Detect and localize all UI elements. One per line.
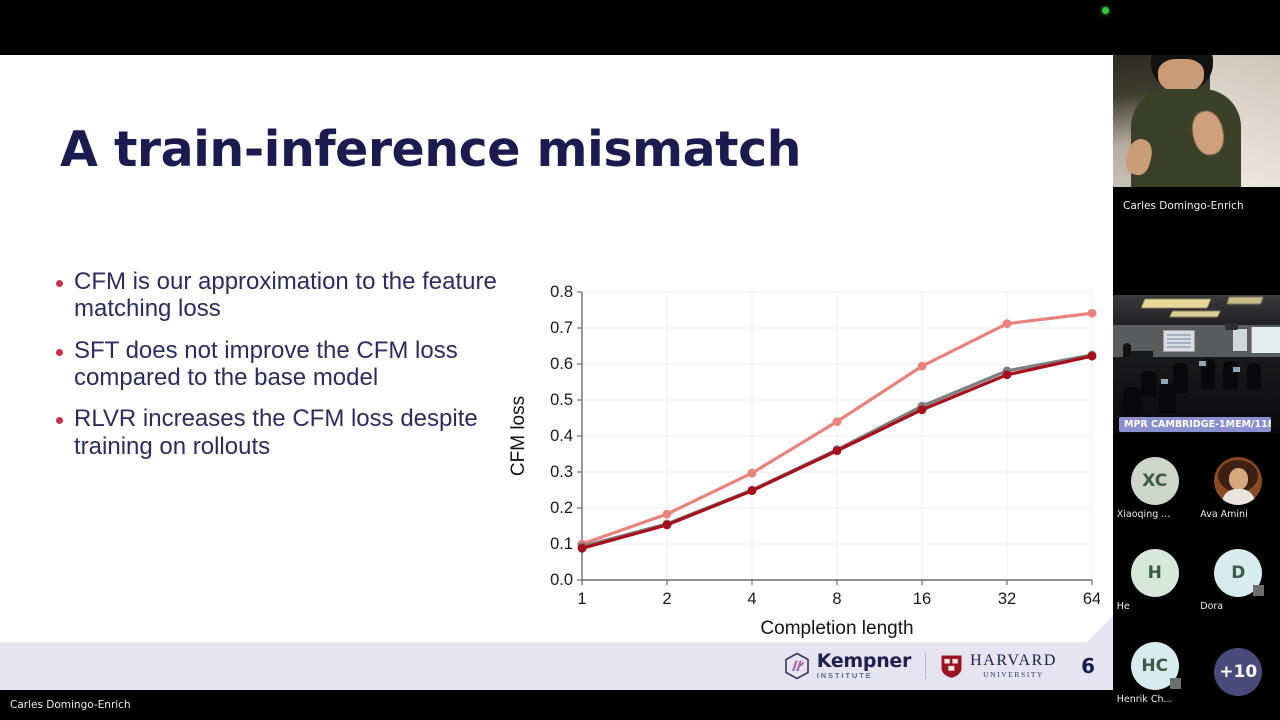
harvard-university-logo: HARVARD UNIVERSITY: [940, 653, 1057, 679]
x-axis-tick-label: 2: [662, 590, 671, 608]
data-point: [662, 509, 672, 519]
room-tile-label: MPR CAMBRIDGE-1MEM/118...: [1119, 417, 1271, 432]
bullet-list: CFM is our approximation to the feature …: [56, 268, 511, 474]
x-axis-tick-label: 16: [913, 590, 931, 608]
participant-name-label: Ava Amini: [1200, 508, 1248, 520]
avatar-initials: H: [1130, 549, 1179, 598]
cfm-loss-line-chart: 0.0 0.1 0.2 0.3 0.4 0.5 0.6 0.7 0.8 1 2 4 8 16 32 64 Com…: [500, 230, 1100, 670]
participant-name-label: He: [1116, 601, 1130, 613]
data-point: [917, 405, 927, 415]
kempner-subtitle: INSTITUTE: [816, 671, 873, 681]
bullet-text: RLVR increases the CFM loss despite trai…: [74, 405, 478, 460]
bottom-status-bar: Carles Domingo-Enrich: [0, 690, 1113, 720]
data-point: [747, 468, 757, 478]
harvard-shield-icon: [941, 655, 962, 678]
x-axis-label: Completion length: [760, 618, 913, 639]
data-point: [917, 361, 927, 371]
participant-thumbnail[interactable]: HC Henrik Ch...: [1116, 642, 1194, 705]
y-axis-label: CFM loss: [508, 396, 529, 476]
y-axis-tick-label: 0.6: [550, 355, 573, 373]
data-point: [577, 543, 587, 553]
harvard-subtitle: UNIVERSITY: [983, 670, 1045, 680]
video-tile-active-speaker[interactable]: Carles Domingo-Enrich: [1113, 0, 1280, 290]
participant-thumbnail[interactable]: D Dora: [1199, 549, 1277, 612]
data-point: [662, 520, 672, 530]
x-axis-tick-label: 8: [832, 590, 841, 608]
bullet-dot-icon: [56, 417, 63, 425]
x-axis-tick-label: 32: [998, 590, 1016, 608]
avatar-photo: [1214, 456, 1263, 505]
kempner-wordmark: Kempner: [816, 650, 912, 673]
bullet-text: CFM is our approximation to the feature …: [74, 268, 497, 323]
participant-name-label: Henrik Ch...: [1116, 694, 1173, 706]
page-title: A train-inference mismatch: [60, 121, 802, 178]
participant-name-label: Dora: [1200, 601, 1224, 613]
list-item: CFM is our approximation to the feature …: [56, 268, 511, 323]
screen-share-indicator-icon: [1169, 678, 1181, 690]
video-tile-room[interactable]: MPR CAMBRIDGE-1MEM/118...: [1113, 290, 1280, 440]
speaker-video-feed: [1113, 55, 1280, 187]
harvard-wordmark: HARVARD: [970, 652, 1058, 670]
active-speaker-name-label: Carles Domingo-Enrich: [10, 699, 131, 711]
x-axis-tick-label: 1: [577, 590, 586, 608]
participant-name-label: Xiaoqing ...: [1116, 508, 1171, 520]
shared-screen-slide[interactable]: A train-inference mismatch CFM is our ap…: [0, 55, 1113, 690]
y-axis-tick-label: 0.4: [550, 427, 573, 445]
participant-thumbnail[interactable]: H He: [1116, 549, 1194, 612]
participant-thumbnail[interactable]: Ava Amini: [1199, 456, 1277, 520]
chart-svg: 0.0 0.1 0.2 0.3 0.4 0.5 0.6 0.7 0.8 1 2 4 8 16 32 64 Com…: [508, 283, 1100, 670]
avatar-overflow-count: +10: [1214, 647, 1263, 696]
footer-corner-shape: [1087, 616, 1113, 642]
speaker-name-label: Carles Domingo-Enrich: [1123, 200, 1244, 212]
participant-thumbnail-grid: XC Xiaoqing ... Ava Amini H He D Dora HC Henrik …: [1113, 440, 1280, 720]
page-number: 6: [1081, 654, 1095, 678]
bullet-text: SFT does not improve the CFM loss compar…: [74, 336, 458, 392]
list-item: RLVR increases the CFM loss despite trai…: [56, 405, 511, 460]
y-axis-tick-label: 0.5: [550, 391, 573, 409]
list-item: SFT does not improve the CFM loss compar…: [56, 337, 511, 392]
data-point: [832, 446, 842, 456]
screen-share-indicator-icon: [1253, 585, 1265, 597]
avatar-initials: XC: [1130, 456, 1179, 505]
slide-footer-band: Kempner INSTITUTE HARVARD UNIVERSITY: [0, 616, 1113, 690]
bullet-dot-icon: [56, 348, 63, 356]
y-axis-tick-label: 0.3: [550, 463, 573, 481]
data-point: [1087, 308, 1097, 318]
x-axis-tick-label: 64: [1083, 590, 1100, 608]
participant-thumbnail[interactable]: XC Xiaoqing ...: [1116, 456, 1194, 520]
participant-video-rail: Carles Domingo-Enrich: [1113, 0, 1280, 720]
data-point: [1002, 370, 1012, 380]
data-point: [832, 417, 842, 426]
participant-thumbnail[interactable]: +10: [1199, 647, 1277, 700]
y-axis-tick-label: 0.1: [550, 535, 573, 553]
bullet-dot-icon: [56, 280, 63, 287]
data-point: [1087, 351, 1097, 361]
y-axis-tick-label: 0.0: [550, 571, 573, 589]
room-video-feed: [1113, 295, 1280, 433]
y-axis-tick-label: 0.7: [550, 319, 573, 337]
y-axis-tick-label: 0.8: [550, 283, 573, 301]
kempner-institute-logo: Kempner INSTITUTE: [784, 652, 911, 680]
y-axis-tick-label: 0.2: [550, 499, 573, 517]
recording-status-dot: [1102, 7, 1109, 14]
data-point: [747, 486, 757, 496]
data-point: [1002, 319, 1012, 329]
x-axis-tick-label: 4: [747, 590, 756, 608]
kempner-hex-icon: [784, 652, 809, 680]
footer-divider: [925, 653, 927, 679]
